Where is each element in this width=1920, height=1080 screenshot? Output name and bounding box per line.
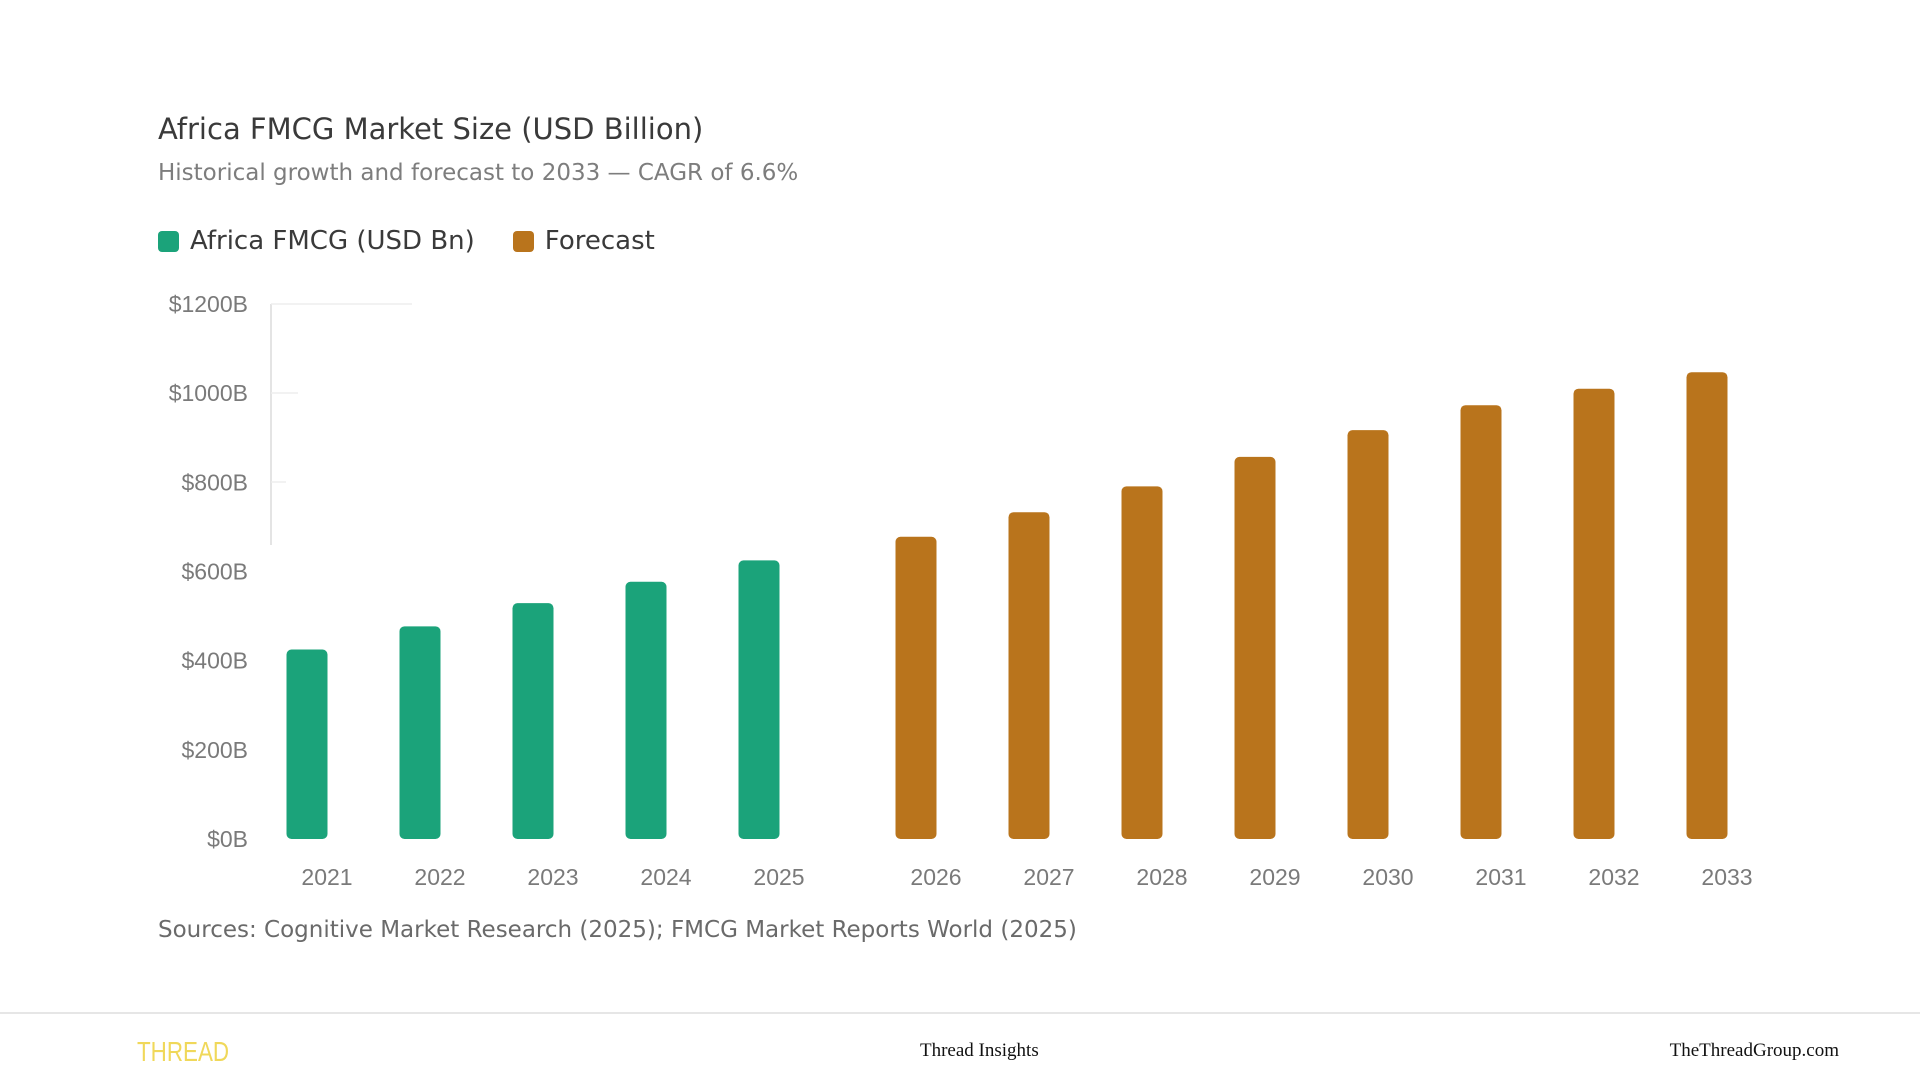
bar bbox=[895, 536, 937, 839]
y-tick-label: $400B bbox=[181, 648, 248, 674]
x-tick-label: 2029 bbox=[1249, 864, 1300, 890]
bar bbox=[1121, 486, 1163, 839]
x-tick-label: 2033 bbox=[1701, 864, 1752, 890]
bar bbox=[399, 626, 441, 839]
y-tick-label: $1200B bbox=[169, 291, 248, 317]
chart-title: Africa FMCG Market Size (USD Billion) bbox=[158, 112, 704, 146]
y-tick-label: $1000B bbox=[169, 380, 248, 406]
y-tick-label: $600B bbox=[181, 559, 248, 585]
x-tick-label: 2026 bbox=[910, 864, 961, 890]
legend-swatch-historical bbox=[158, 230, 179, 252]
bar bbox=[1573, 388, 1615, 839]
y-tick-label: $0B bbox=[207, 826, 248, 852]
x-tick-label: 2031 bbox=[1475, 864, 1526, 890]
legend-swatch-forecast bbox=[512, 230, 534, 252]
footer-center-text: Thread Insights bbox=[920, 1040, 1039, 1061]
x-tick-label: 2027 bbox=[1023, 864, 1074, 890]
legend-item-forecast: Forecast bbox=[512, 226, 655, 256]
chart-legend: Africa FMCG (USD Bn) Forecast bbox=[158, 226, 693, 256]
bar bbox=[286, 649, 328, 839]
bar bbox=[1686, 372, 1728, 839]
bar-chart: $0B $200B $400B $600B $800B $1000B $1200B 2021 2… bbox=[169, 291, 1753, 890]
footer-divider bbox=[0, 1012, 1920, 1014]
legend-item-historical: Africa FMCG (USD Bn) bbox=[158, 226, 475, 256]
bar bbox=[1460, 405, 1502, 839]
bar bbox=[1008, 512, 1050, 839]
bar bbox=[512, 603, 554, 839]
x-tick-label: 2028 bbox=[1136, 864, 1187, 890]
x-tick-label: 2032 bbox=[1588, 864, 1639, 890]
y-tick-label: $800B bbox=[181, 469, 248, 495]
sources-note: Sources: Cognitive Market Research (2025… bbox=[158, 917, 1077, 943]
x-tick-label: 2030 bbox=[1362, 864, 1413, 890]
legend-label-historical: Africa FMCG (USD Bn) bbox=[190, 226, 475, 256]
bar bbox=[625, 581, 667, 839]
x-tick-label: 2024 bbox=[640, 864, 691, 890]
brand-logo: THREAD bbox=[137, 1036, 230, 1067]
x-tick-label: 2022 bbox=[414, 864, 465, 890]
y-tick-label: $200B bbox=[181, 737, 248, 763]
legend-label-forecast: Forecast bbox=[544, 226, 655, 256]
bar bbox=[1347, 430, 1389, 839]
bar bbox=[738, 560, 780, 839]
x-tick-label: 2023 bbox=[527, 864, 578, 890]
x-tick-label: 2021 bbox=[301, 864, 352, 890]
chart-subtitle: Historical growth and forecast to 2033 —… bbox=[158, 160, 799, 186]
x-tick-label: 2025 bbox=[753, 864, 804, 890]
footer-website: TheThreadGroup.com bbox=[1669, 1040, 1839, 1061]
bar bbox=[1234, 456, 1276, 839]
